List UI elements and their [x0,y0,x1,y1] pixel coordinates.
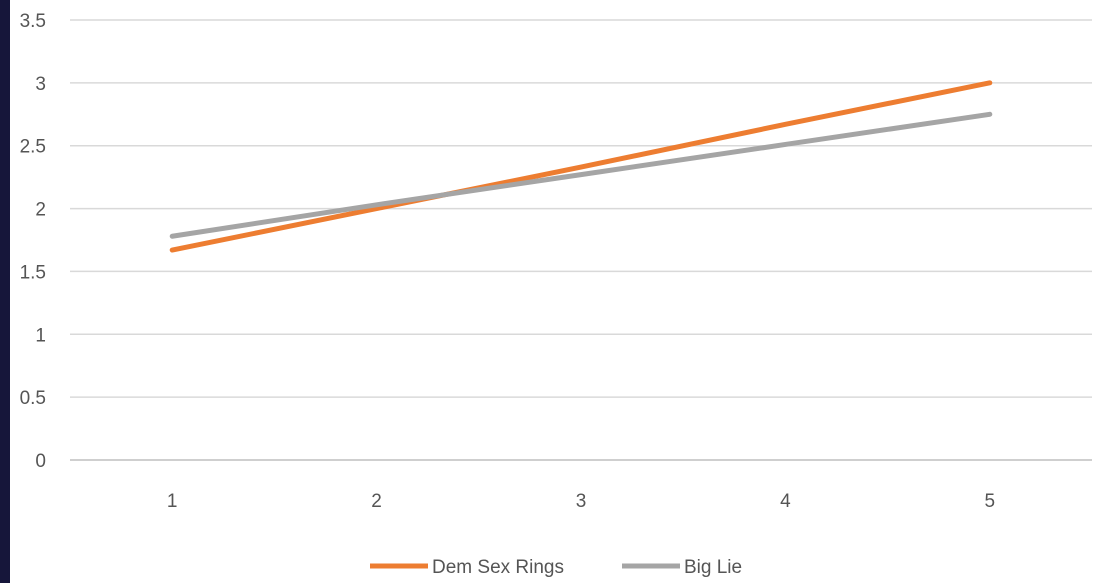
y-tick-label: 0 [35,451,46,472]
x-tick-label: 5 [985,491,996,512]
legend: Dem Sex Rings Big Lie [370,557,742,578]
y-tick-label: 1 [35,325,46,346]
y-tick-label: 3 [35,74,46,95]
x-tick-label: 2 [371,491,382,512]
y-tick-label: 3.5 [20,11,46,32]
y-tick-label: 1.5 [20,262,46,283]
x-tick-label: 4 [780,491,791,512]
y-axis-tick-labels: 0 0.5 1 1.5 2 2.5 3 3.5 [20,11,46,472]
x-axis-tick-labels: 1 2 3 4 5 [167,491,995,512]
y-tick-label: 2.5 [20,137,46,158]
x-tick-label: 1 [167,491,178,512]
series-line-0 [169,80,993,253]
y-tick-label: 0.5 [20,388,46,409]
x-tick-label: 3 [576,491,587,512]
legend-label: Dem Sex Rings [432,557,564,578]
series-lines [169,80,993,253]
series-line-1 [169,111,993,239]
gridlines [70,19,1092,398]
legend-label: Big Lie [684,557,742,578]
y-tick-label: 2 [35,200,46,221]
